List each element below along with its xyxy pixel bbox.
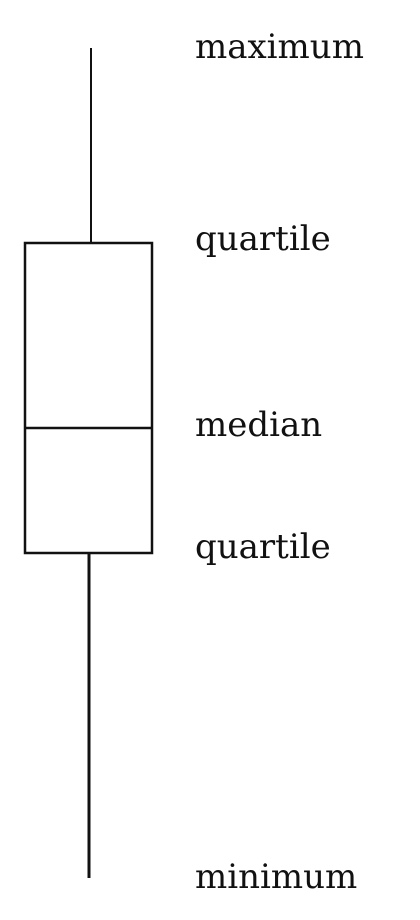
median-label: median <box>195 405 322 445</box>
maximum-label: maximum <box>195 27 364 67</box>
interquartile-box <box>23 241 154 555</box>
upper-quartile-label: quartile <box>195 219 331 259</box>
minimum-label: minimum <box>195 857 357 897</box>
lower-quartile-label: quartile <box>195 527 331 567</box>
